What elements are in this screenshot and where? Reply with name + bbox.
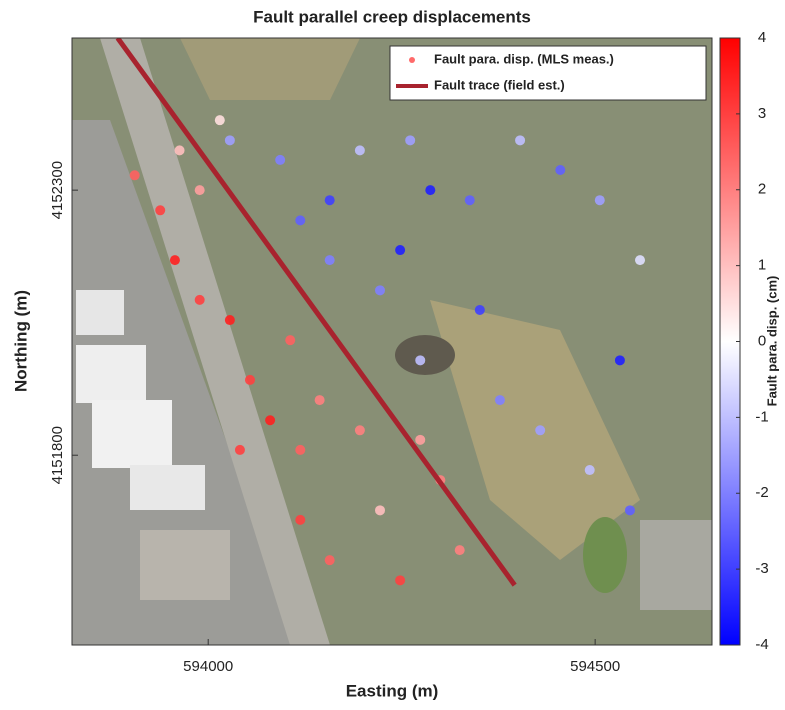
scatter-point	[375, 505, 385, 515]
x-tick-label: 594000	[183, 658, 233, 675]
colorbar-tick-label: 1	[758, 257, 766, 274]
scatter-point	[170, 255, 180, 265]
scatter-point	[635, 255, 645, 265]
colorbar-tick-label: -3	[755, 560, 768, 577]
scatter-point	[415, 435, 425, 445]
scatter-point	[405, 135, 415, 145]
y-tick-label: 4152300	[49, 161, 66, 219]
y-axis-label: Northing (m)	[11, 290, 30, 392]
scatter-point	[195, 295, 205, 305]
colorbar-label: Fault para. disp. (cm)	[764, 276, 779, 407]
scatter-point	[130, 170, 140, 180]
scatter-point	[285, 335, 295, 345]
scatter-point	[355, 425, 365, 435]
x-axis-label: Easting (m)	[346, 681, 439, 700]
scatter-point	[175, 145, 185, 155]
scatter-point	[395, 245, 405, 255]
colorbar-tick-label: 3	[758, 105, 766, 122]
scatter-point	[235, 445, 245, 455]
scatter-point	[325, 555, 335, 565]
aerial-background	[72, 38, 712, 645]
scatter-point	[325, 255, 335, 265]
scatter-point	[295, 445, 305, 455]
colorbar-tick-label: 0	[758, 332, 766, 349]
scatter-point	[495, 395, 505, 405]
scatter-point	[625, 505, 635, 515]
scatter-point	[555, 165, 565, 175]
scatter-point	[515, 135, 525, 145]
colorbar-tick-label: -2	[755, 484, 768, 501]
scatter-point	[615, 355, 625, 365]
scatter-point	[535, 425, 545, 435]
scatter-point	[465, 195, 475, 205]
scatter-point	[295, 215, 305, 225]
scatter-point	[295, 515, 305, 525]
scatter-point	[425, 185, 435, 195]
scatter-point	[375, 285, 385, 295]
scatter-point	[355, 145, 365, 155]
scatter-point	[475, 305, 485, 315]
legend-label: Fault trace (field est.)	[434, 77, 565, 92]
colorbar-tick-label: -1	[755, 408, 768, 425]
chart: Fault parallel creep displacements Easti…	[0, 0, 785, 710]
colorbar-tick-label: 2	[758, 181, 766, 198]
scatter-point	[325, 195, 335, 205]
scatter-point	[245, 375, 255, 385]
scatter-point	[155, 205, 165, 215]
legend-label: Fault para. disp. (MLS meas.)	[434, 51, 614, 66]
scatter-point	[225, 135, 235, 145]
scatter-point	[585, 465, 595, 475]
chart-title: Fault parallel creep displacements	[253, 7, 531, 26]
colorbar-tick-label: -4	[755, 636, 768, 653]
colorbar-tick-label: 4	[758, 29, 766, 46]
scatter-point	[455, 545, 465, 555]
scatter-point	[275, 155, 285, 165]
scatter-point	[195, 185, 205, 195]
scatter-point	[215, 115, 225, 125]
scatter-point	[395, 575, 405, 585]
scatter-point	[265, 415, 275, 425]
scatter-point	[595, 195, 605, 205]
scatter-point	[315, 395, 325, 405]
scatter-point	[225, 315, 235, 325]
y-tick-label: 4151800	[49, 426, 66, 484]
scatter-point	[415, 355, 425, 365]
legend-swatch	[409, 57, 415, 63]
x-tick-label: 594500	[570, 658, 620, 675]
legend: Fault para. disp. (MLS meas.) Fault trace…	[390, 46, 706, 100]
